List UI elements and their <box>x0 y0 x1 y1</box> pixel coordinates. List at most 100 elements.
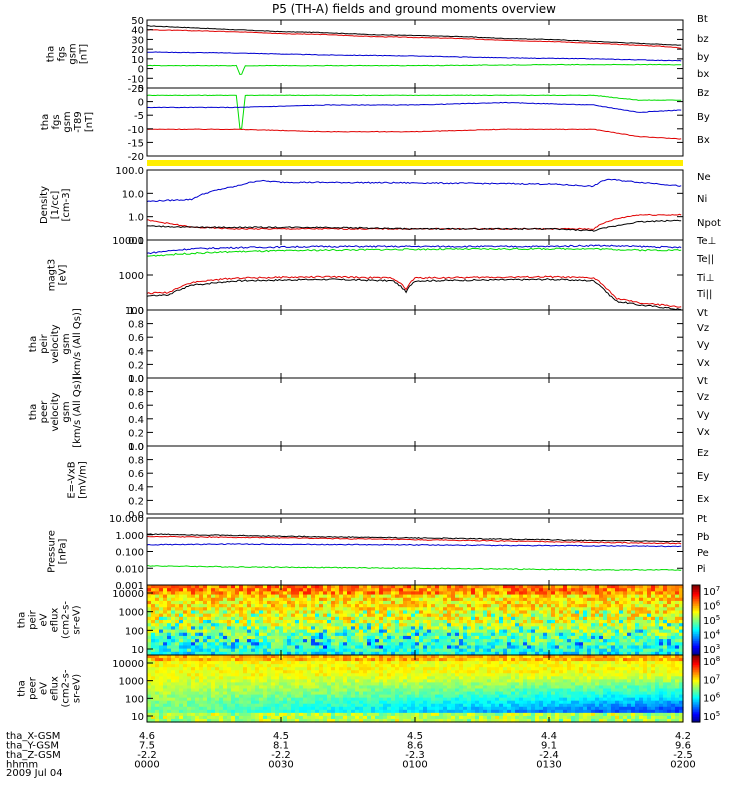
spectrogram-cell <box>371 594 376 599</box>
spectrogram-cell <box>155 642 160 647</box>
spectrogram-cell <box>295 688 300 693</box>
spectrogram-cell <box>659 597 664 602</box>
spectrogram-cell <box>387 667 392 671</box>
spectrogram-cell <box>183 613 188 618</box>
spectrogram-cell <box>407 655 412 659</box>
spectrogram-cell <box>171 629 176 634</box>
spectrogram-cell <box>259 694 264 699</box>
spectrogram-cell <box>583 629 588 634</box>
spectrogram-cell <box>207 645 212 650</box>
spectrogram-cell <box>415 664 420 668</box>
spectrogram-cell <box>371 703 376 708</box>
spectrogram-cell <box>195 676 200 680</box>
spectrogram-cell <box>675 597 680 602</box>
spectrogram-cell <box>495 629 500 634</box>
spectrogram-cell <box>319 623 324 627</box>
spectrogram-cell <box>523 645 528 650</box>
spectrogram-cell <box>431 629 436 634</box>
spectrogram-cell <box>215 626 220 631</box>
y-axis-label: peir <box>28 609 39 629</box>
spectrogram-cell <box>191 651 196 656</box>
spectrogram-cell <box>367 600 372 605</box>
spectrogram-cell <box>259 661 264 665</box>
spectrogram-cell <box>227 588 232 592</box>
spectrogram-cell <box>279 664 284 668</box>
spectrogram-cell <box>463 635 468 640</box>
spectrogram-cell <box>235 700 240 705</box>
spectrogram-cell <box>351 600 356 605</box>
spectrogram-cell <box>383 709 388 714</box>
spectrogram-cell <box>295 661 300 665</box>
spectrogram-cell <box>199 604 204 608</box>
spectrogram-cell <box>287 651 292 656</box>
spectrogram-cell <box>623 620 628 624</box>
spectrogram-cell <box>571 648 576 653</box>
spectrogram-cell <box>503 585 508 589</box>
spectrogram-cell <box>179 616 184 621</box>
spectrogram-cell <box>527 591 532 596</box>
spectrogram-cell <box>195 670 200 674</box>
spectrogram-cell <box>395 626 400 631</box>
spectrogram-cell <box>459 594 464 599</box>
spectrogram-cell <box>295 594 300 599</box>
spectrogram-cell <box>211 682 216 687</box>
spectrogram-cell <box>235 629 240 634</box>
spectrogram-cell <box>479 585 484 589</box>
spectrogram-cell <box>627 626 632 631</box>
spectrogram-cell <box>267 661 272 665</box>
spectrogram-cell <box>159 620 164 624</box>
spectrogram-cell <box>147 626 152 631</box>
spectrogram-cell <box>543 616 548 621</box>
spectrogram-cell <box>491 620 496 624</box>
spectrogram-cell <box>203 604 208 608</box>
spectrogram-cell <box>631 610 636 615</box>
spectrogram-cell <box>271 718 276 723</box>
spectrogram-cell <box>651 591 656 596</box>
spectrogram-cell <box>447 679 452 684</box>
spectrogram-cell <box>391 645 396 650</box>
spectrogram-cell <box>491 585 496 589</box>
spectrogram-cell <box>299 591 304 596</box>
y-tick-label: -10 <box>128 74 144 85</box>
spectrogram-cell <box>167 670 172 674</box>
spectrogram-cell <box>203 703 208 708</box>
spectrogram-cell <box>183 679 188 684</box>
spectrogram-cell <box>291 613 296 618</box>
legend-Vy: Vy <box>697 340 710 351</box>
spectrogram-cell <box>443 685 448 690</box>
spectrogram-cell <box>371 700 376 705</box>
spectrogram-cell <box>555 620 560 624</box>
spectrogram-cell <box>363 700 368 705</box>
spectrogram-cell <box>239 639 244 643</box>
spectrogram-cell <box>195 642 200 647</box>
spectrogram-cell <box>631 613 636 618</box>
spectrogram-cell <box>651 607 656 612</box>
spectrogram-cell <box>531 610 536 615</box>
spectrogram-cell <box>343 620 348 624</box>
spectrogram-cell <box>371 604 376 608</box>
spectrogram-cell <box>163 594 168 599</box>
spectrogram-cell <box>255 676 260 680</box>
spectrogram-cell <box>575 635 580 640</box>
spectrogram-cell <box>295 597 300 602</box>
spectrogram-cell <box>659 585 664 589</box>
spectrogram-cell <box>319 648 324 653</box>
spectrogram-cell <box>455 600 460 605</box>
spectrogram-cell <box>403 588 408 592</box>
spectrogram-cell <box>363 585 368 589</box>
spectrogram-cell <box>243 597 248 602</box>
spectrogram-cell <box>535 632 540 637</box>
spectrogram-cell <box>651 645 656 650</box>
spectrogram-cell <box>247 685 252 690</box>
spectrogram-cell <box>195 715 200 720</box>
spectrogram-cell <box>347 706 352 711</box>
spectrogram-cell <box>371 715 376 720</box>
spectrogram-cell <box>427 694 432 699</box>
spectrogram-cell <box>347 610 352 615</box>
spectrogram-cell <box>323 626 328 631</box>
spectrogram-cell <box>327 651 332 656</box>
spectrogram-cell <box>199 629 204 634</box>
spectrogram-cell <box>555 585 560 589</box>
spectrogram-cell <box>351 635 356 640</box>
spectrogram-cell <box>391 655 396 659</box>
